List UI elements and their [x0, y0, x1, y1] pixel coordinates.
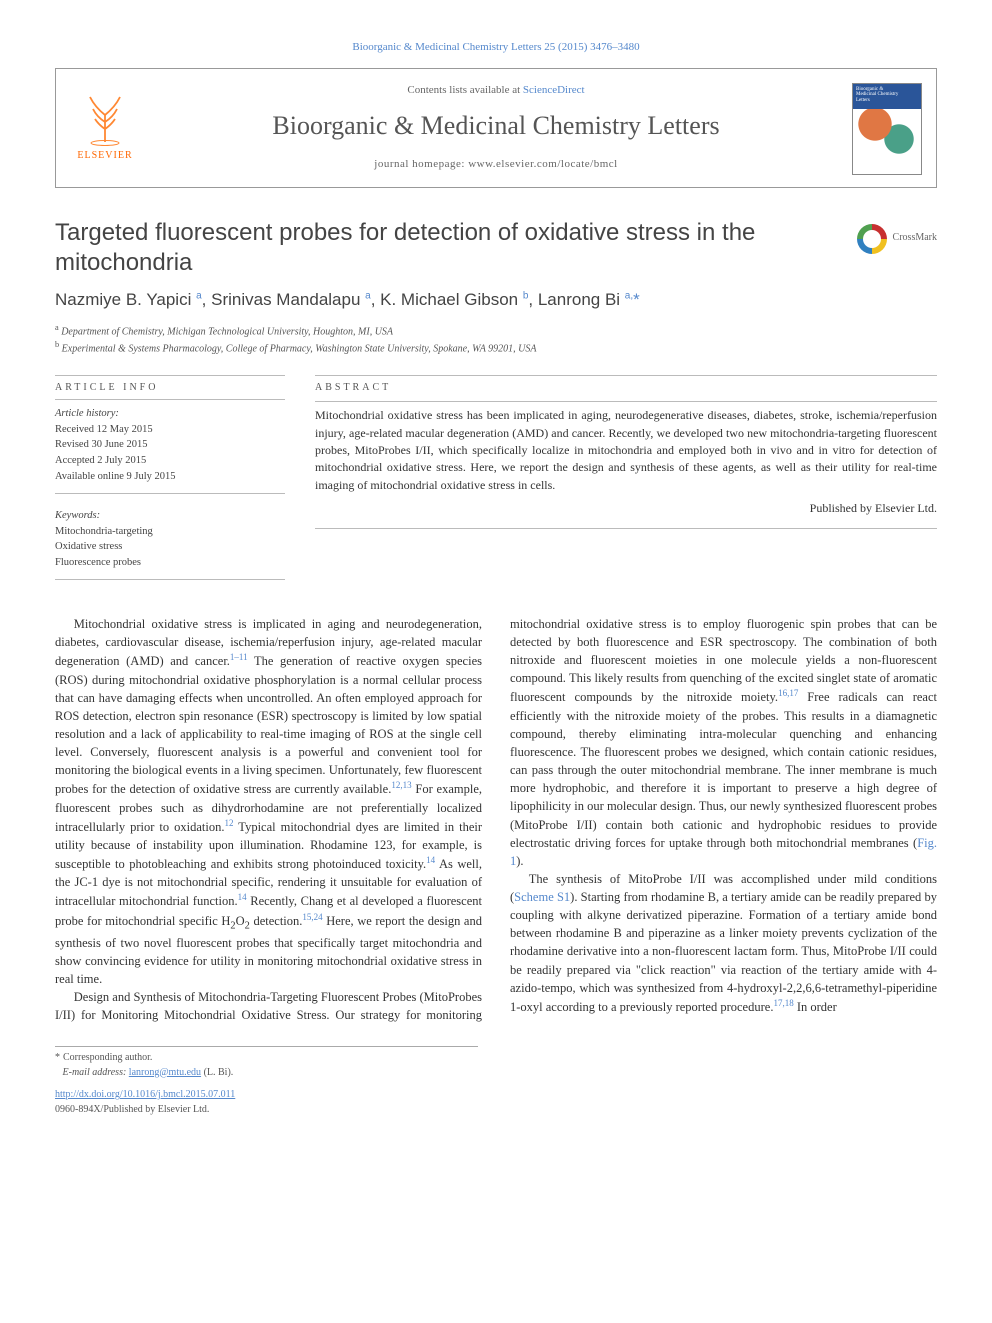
- affiliations: a Department of Chemistry, Michigan Tech…: [55, 322, 937, 357]
- journal-cover-thumb: Bioorganic &Medicinal ChemistryLetters: [852, 83, 922, 175]
- article-body: Mitochondrial oxidative stress is implic…: [55, 615, 937, 1024]
- crossmark-badge[interactable]: CrossMark: [857, 224, 937, 254]
- elsevier-logo: ELSEVIER: [70, 87, 140, 164]
- contents-available: Contents lists available at ScienceDirec…: [166, 83, 826, 99]
- article-info: ARTICLE INFO Article history: Received 1…: [55, 373, 285, 585]
- citation-line: Bioorganic & Medicinal Chemistry Letters…: [55, 40, 937, 56]
- authors: Nazmiye B. Yapici a, Srinivas Mandalapu …: [55, 288, 937, 313]
- doi-link[interactable]: http://dx.doi.org/10.1016/j.bmcl.2015.07…: [55, 1089, 235, 1100]
- article-title: Targeted fluorescent probes for detectio…: [55, 218, 857, 278]
- email-link[interactable]: lanrong@mtu.edu: [129, 1067, 201, 1078]
- journal-homepage: journal homepage: www.elsevier.com/locat…: [166, 157, 826, 173]
- abstract: ABSTRACT Mitochondrial oxidative stress …: [315, 373, 937, 585]
- journal-name: Bioorganic & Medicinal Chemistry Letters: [166, 107, 826, 145]
- sciencedirect-link[interactable]: ScienceDirect: [523, 84, 585, 96]
- crossmark-icon: [857, 224, 887, 254]
- footnotes: *Corresponding author. E-mail address: l…: [55, 1046, 478, 1080]
- doi-block: http://dx.doi.org/10.1016/j.bmcl.2015.07…: [55, 1088, 478, 1117]
- journal-header: ELSEVIER Bioorganic &Medicinal Chemistry…: [55, 68, 937, 188]
